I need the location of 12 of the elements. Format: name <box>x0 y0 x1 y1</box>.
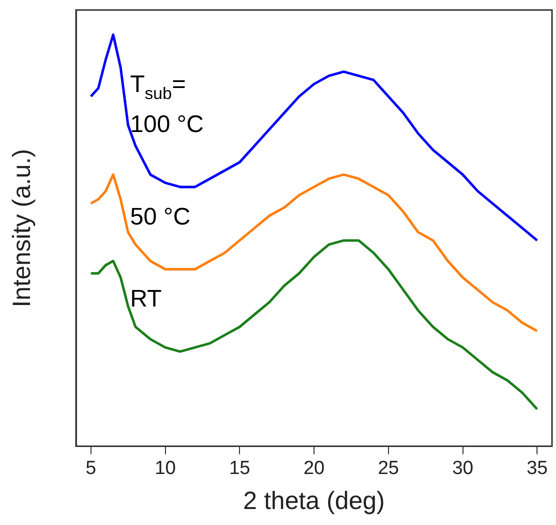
series-label: 50 °C <box>130 203 190 230</box>
x-tick-label: 25 <box>378 458 399 479</box>
x-tick-label: 10 <box>154 458 176 479</box>
x-tick-label: 20 <box>303 458 325 479</box>
x-tick-label: 15 <box>229 458 250 479</box>
y-axis-title: Intensity (a.u.) <box>8 148 36 308</box>
x-tick-label: 30 <box>452 458 474 479</box>
x-axis-title: 2 theta (deg) <box>243 486 385 515</box>
series-label: 100 °C <box>130 110 204 138</box>
x-tick-label: 5 <box>86 458 96 479</box>
x-tick-label: 35 <box>526 458 548 479</box>
series-label: RT <box>130 286 162 313</box>
